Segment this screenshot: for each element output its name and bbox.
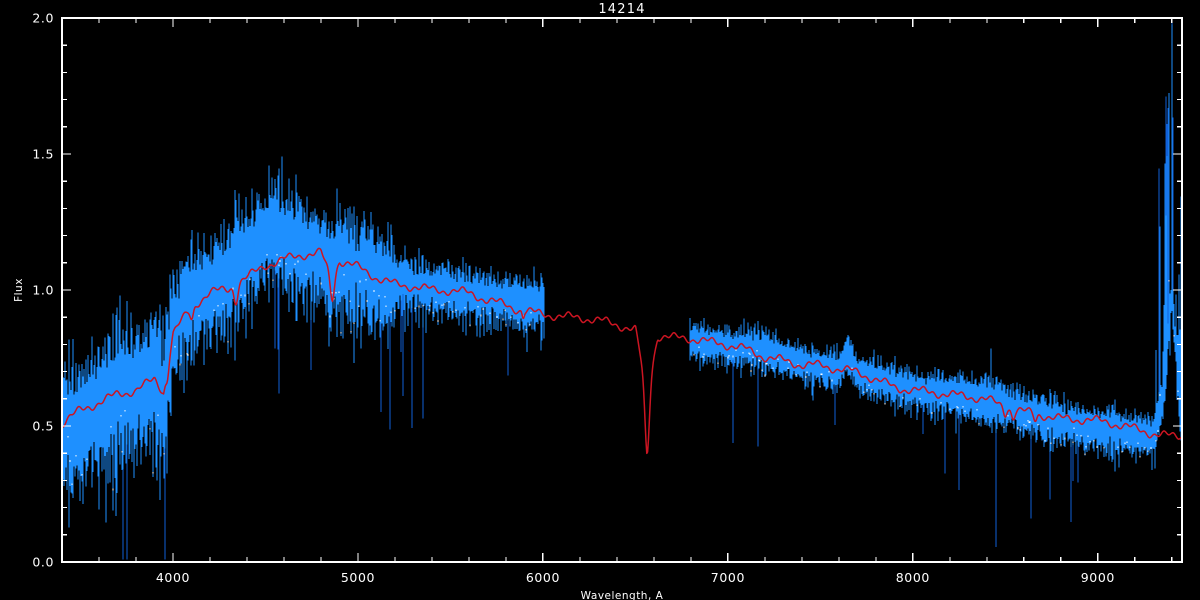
y-axis-tick-labels: 0.0 0.5 1.0 1.5 2.0 xyxy=(32,11,54,570)
y-tick-label: 0.5 xyxy=(32,419,54,434)
y-tick-label: 2.0 xyxy=(32,11,54,26)
x-tick-label: 6000 xyxy=(526,570,560,585)
x-axis-tick-labels: 4000 5000 6000 7000 8000 9000 xyxy=(156,570,1115,585)
x-tick-label: 8000 xyxy=(896,570,930,585)
axis-frame-layer xyxy=(61,17,1183,563)
spectrum-spike-columns xyxy=(122,18,1174,560)
x-tick-label: 7000 xyxy=(711,570,745,585)
y-tick-label: 0.0 xyxy=(32,555,54,570)
noise-marker-dots xyxy=(67,253,1183,491)
x-axis-title: Wavelength, A xyxy=(581,590,664,600)
y-axis-title: Flux xyxy=(13,278,25,302)
x-tick-label: 5000 xyxy=(341,570,375,585)
plot-title: 14214 xyxy=(598,2,645,17)
x-axis-ticks xyxy=(61,18,1173,562)
x-tick-label: 9000 xyxy=(1081,570,1115,585)
y-tick-label: 1.0 xyxy=(32,283,54,298)
observed-spike-series xyxy=(122,18,1174,560)
x-tick-label: 4000 xyxy=(156,570,190,585)
axis-label-layer: 4000 5000 6000 7000 8000 9000 0.0 0.5 1.0 1.5 2.0… xyxy=(13,2,1115,600)
y-axis-ticks xyxy=(62,17,1182,563)
model-fit-series xyxy=(61,247,1183,455)
noise-marker-series xyxy=(67,253,1183,491)
data-series-layer xyxy=(61,18,1183,560)
model-fit-curve xyxy=(61,247,1183,455)
y-tick-label: 1.5 xyxy=(32,147,54,162)
